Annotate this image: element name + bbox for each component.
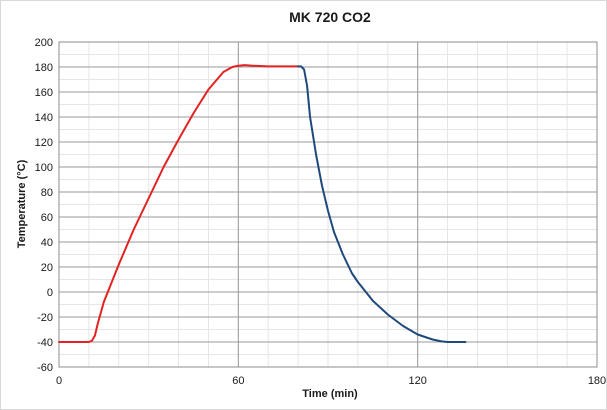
y-tick-label: 100 [35, 162, 53, 174]
series-line-2 [297, 65, 467, 343]
x-tick-label: 180 [588, 375, 606, 387]
y-tick-label: 80 [41, 187, 53, 199]
y-tick-label: 40 [41, 237, 53, 249]
y-tick-label: 180 [35, 62, 53, 74]
x-axis-label: Time (min) [302, 388, 358, 400]
x-tick-label: 120 [408, 375, 426, 387]
major-grid [58, 41, 598, 368]
chart-title: MK 720 CO2 [289, 9, 371, 25]
series-layer [58, 64, 467, 343]
plot-area-border [58, 41, 598, 368]
y-tick-label: 160 [35, 87, 53, 99]
y-tick-label: 140 [35, 112, 53, 124]
x-axis-ticks: 0 60 120 180 [56, 375, 606, 387]
minor-grid [58, 41, 598, 368]
y-tick-label: -20 [37, 312, 53, 324]
y-axis-ticks: -60 -40 -20 0 20 40 60 80 100 120 140 160 180 200 [35, 37, 53, 374]
y-tick-label: 200 [35, 37, 53, 49]
y-tick-label: 60 [41, 212, 53, 224]
x-tick-label: 60 [232, 375, 244, 387]
y-tick-label: 120 [35, 137, 53, 149]
x-tick-label: 0 [56, 375, 62, 387]
series-line-1 [58, 64, 300, 343]
y-axis-label: Temperature (°C) [16, 159, 28, 248]
y-tick-label: 20 [41, 262, 53, 274]
y-tick-label: 0 [47, 287, 53, 299]
y-tick-label: -40 [37, 337, 53, 349]
y-tick-label: -60 [37, 362, 53, 374]
